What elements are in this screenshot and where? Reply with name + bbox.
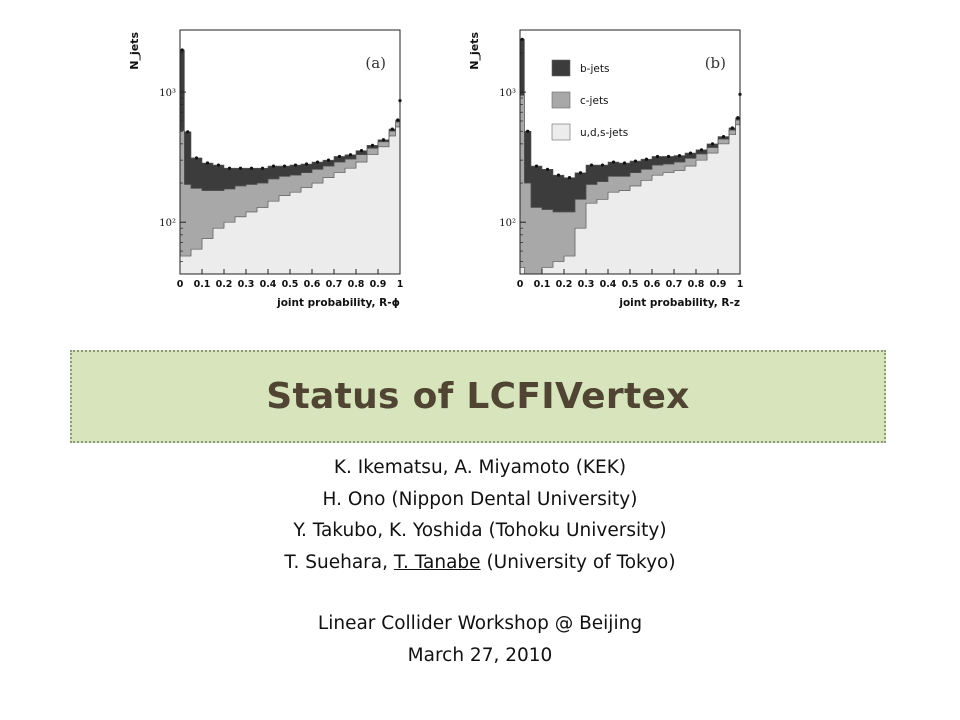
data-point — [589, 163, 594, 167]
x-tick-label: 0.4 — [600, 279, 617, 290]
data-point — [359, 149, 364, 153]
data-point — [304, 162, 309, 166]
legend-label: b-jets — [580, 63, 609, 75]
x-axis-label: joint probability, R-z — [618, 297, 740, 309]
panel-label: (a) — [365, 54, 386, 72]
data-point — [381, 138, 386, 142]
author-line-3: Y. Takubo, K. Yoshida (Tohoku University… — [293, 520, 667, 541]
chart-rz: 0 0.1 0.2 0.3 0.4 0.5 0.6 0.7 0.8 0.9 1 10² 10³ joint… — [460, 22, 760, 322]
data-point — [633, 159, 638, 163]
data-point — [520, 37, 524, 41]
data-point — [337, 154, 342, 159]
legend-swatch — [551, 123, 571, 141]
data-point — [194, 156, 199, 160]
x-tick-label: 0.9 — [710, 279, 727, 290]
author-line-4-post: (University of Tokyo) — [486, 551, 676, 573]
data-point — [271, 164, 276, 168]
y-tick-label: 10² — [159, 218, 176, 229]
data-point — [644, 157, 649, 161]
data-point — [710, 142, 715, 146]
event-name: Linear Collider Workshop @ Beijing — [317, 613, 643, 634]
slide-title: Status of LCFIVertex — [266, 376, 690, 417]
x-tick-label: 0.7 — [326, 279, 343, 290]
data-point — [348, 153, 353, 157]
data-point — [666, 154, 671, 159]
data-point — [730, 126, 734, 130]
data-point — [390, 127, 394, 131]
x-tick-label: 0.8 — [688, 279, 705, 290]
x-tick-label: 0.9 — [370, 279, 387, 290]
data-point — [216, 163, 221, 167]
x-tick-label: 0.2 — [556, 279, 573, 290]
x-tick-label: 0.7 — [666, 279, 683, 290]
event-date: March 27, 2010 — [407, 644, 553, 666]
data-point — [260, 166, 265, 170]
data-point — [655, 154, 660, 159]
data-point — [326, 158, 331, 162]
data-point — [567, 176, 572, 180]
x-tick-label: 0 — [517, 279, 524, 290]
chart-svg: 0 0.1 0.2 0.3 0.4 0.5 0.6 0.7 0.8 0.9 1 10² 10³ joint… — [468, 29, 744, 309]
data-point — [315, 160, 320, 164]
data-point — [534, 164, 539, 168]
x-tick-label: 0.6 — [644, 279, 661, 290]
x-tick-label: 0.3 — [578, 279, 595, 290]
x-tick-label: 0.1 — [194, 279, 211, 290]
data-point — [293, 163, 298, 167]
legend-label: c-jets — [580, 95, 609, 107]
data-point — [622, 161, 627, 165]
data-point — [282, 164, 287, 168]
x-tick-label: 0.3 — [238, 279, 255, 290]
author-line-4: T. Suehara, T. Tanabe (University of Tok… — [0, 547, 960, 579]
author-block: K. Ikematsu, A. Miyamoto (KEK) H. Ono (N… — [0, 452, 960, 671]
legend-swatch — [551, 91, 571, 109]
x-tick-label: 1 — [397, 279, 404, 290]
data-point — [186, 130, 190, 134]
x-tick-label: 0.4 — [260, 279, 277, 290]
legend-label: u,d,s-jets — [580, 127, 628, 139]
data-point — [699, 148, 704, 152]
y-tick-label: 10³ — [159, 88, 176, 99]
data-point — [396, 118, 400, 122]
x-axis-label: joint probability, R-ϕ — [276, 297, 400, 309]
data-point — [205, 161, 210, 165]
panel-label: (b) — [705, 54, 726, 72]
data-point — [227, 166, 232, 170]
data-point — [249, 166, 254, 170]
data-point — [545, 167, 550, 171]
data-point — [677, 154, 682, 158]
x-tick-label: 0.6 — [304, 279, 321, 290]
data-point — [736, 116, 740, 120]
data-point — [526, 129, 530, 133]
data-point — [578, 171, 583, 175]
author-line-1: K. Ikematsu, A. Miyamoto (KEK) — [333, 457, 627, 478]
data-point — [721, 134, 726, 139]
y-tick-label: 10³ — [499, 88, 516, 99]
data-point — [611, 160, 616, 164]
author-line-2: H. Ono (Nippon Dental University) — [322, 488, 638, 510]
x-tick-label: 0.8 — [348, 279, 365, 290]
presenter-name: T. Tanabe — [393, 551, 481, 573]
x-tick-label: 0.1 — [534, 279, 551, 290]
data-point — [238, 166, 243, 170]
data-point — [370, 143, 375, 147]
y-axis-label: N_jets — [468, 32, 481, 70]
data-point — [688, 151, 693, 155]
data-point — [556, 173, 561, 177]
x-tick-label: 0.5 — [282, 279, 299, 290]
x-tick-label: 1 — [737, 279, 744, 290]
chart-phi: 0 0.1 0.2 0.3 0.4 0.5 0.6 0.7 0.8 0.9 1 10² 10³ joint… — [120, 22, 420, 322]
data-point — [600, 163, 605, 167]
x-tick-label: 0.2 — [216, 279, 233, 290]
x-tick-label: 0.5 — [622, 279, 639, 290]
series-bjets-area — [179, 49, 401, 191]
title-banner: Status of LCFIVertex — [70, 350, 886, 443]
x-tick-label: 0 — [177, 279, 184, 290]
legend-swatch — [551, 59, 571, 77]
chart-svg: 0 0.1 0.2 0.3 0.4 0.5 0.6 0.7 0.8 0.9 1 10² 10³ joint… — [128, 29, 404, 309]
author-line-4-pre: T. Suehara, — [284, 551, 389, 573]
y-axis-label: N_jets — [128, 32, 141, 70]
data-point — [180, 48, 184, 52]
y-tick-label: 10² — [499, 218, 516, 229]
